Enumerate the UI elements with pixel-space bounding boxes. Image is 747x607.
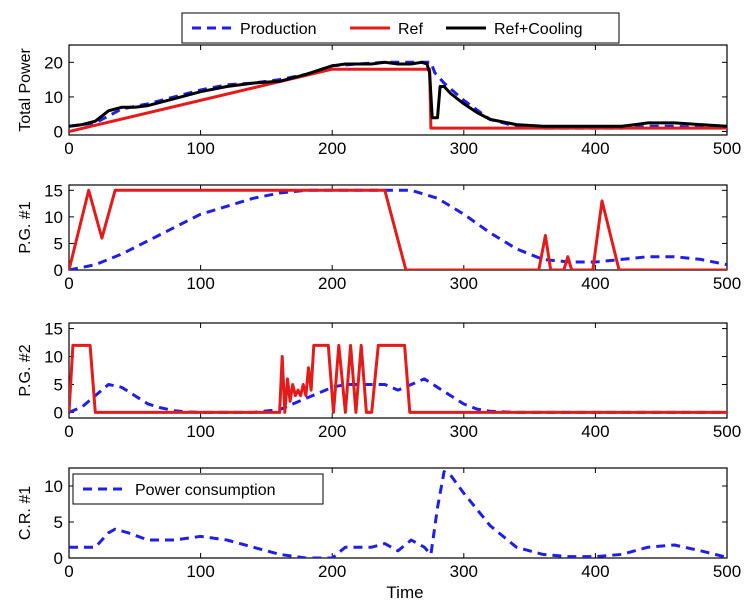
x-tick-label: 0 — [64, 274, 73, 293]
top-legend: Production Ref Ref+Cooling — [181, 12, 620, 44]
x-tick-label: 400 — [581, 562, 609, 581]
x-tick-label: 500 — [713, 422, 741, 441]
x-tick-label: 0 — [64, 562, 73, 581]
x-tick-label: 500 — [713, 274, 741, 293]
y-tick-label: 10 — [44, 348, 63, 367]
y-tick-label: 0 — [54, 123, 63, 142]
y-tick-label: 10 — [44, 208, 63, 227]
series-line-ref-cooling — [69, 60, 727, 128]
plot-legend: Power consumption — [72, 473, 324, 505]
y-axis-label: P.G. #1 — [17, 201, 34, 253]
y-tick-label: 0 — [54, 261, 63, 280]
y-tick-label: 0 — [54, 549, 63, 568]
legend-label: Ref+Cooling — [494, 21, 583, 38]
y-tick-label: 5 — [54, 375, 63, 394]
y-tick-label: 10 — [44, 477, 63, 496]
x-tick-label: 0 — [64, 422, 73, 441]
legend-label: Power consumption — [135, 482, 276, 499]
x-tick-label: 100 — [186, 562, 214, 581]
series-line-production — [69, 60, 727, 130]
x-tick-label: 100 — [186, 274, 214, 293]
x-tick-label: 300 — [450, 139, 478, 158]
y-tick-label: 15 — [44, 320, 63, 339]
x-tick-label: 300 — [450, 422, 478, 441]
x-tick-label: 100 — [186, 139, 214, 158]
legend-box — [181, 12, 620, 44]
x-tick-label: 400 — [581, 274, 609, 293]
subplot-4: 0 100 200 300 400 500 0 5 10 C.R. #1 Power consump… — [17, 467, 741, 581]
y-tick-label: 20 — [44, 53, 63, 72]
x-tick-label: 200 — [318, 562, 346, 581]
x-axis-label: Time — [386, 583, 423, 602]
series-line-ref — [69, 343, 727, 414]
y-tick-label: 10 — [44, 88, 63, 107]
y-axis-label: Total Power — [17, 48, 34, 132]
x-tick-label: 300 — [450, 274, 478, 293]
x-tick-label: 300 — [450, 562, 478, 581]
y-tick-label: 0 — [54, 403, 63, 422]
x-tick-label: 500 — [713, 139, 741, 158]
series-line-production — [69, 188, 727, 270]
subplot-1: 0 100 200 300 400 500 0 10 20 Total Power — [17, 44, 741, 158]
x-tick-label: 100 — [186, 422, 214, 441]
x-tick-label: 0 — [64, 139, 73, 158]
axes-box — [68, 44, 728, 136]
series-line-ref — [69, 188, 727, 270]
axes-box — [68, 467, 728, 559]
x-tick-label: 500 — [713, 562, 741, 581]
axes-box — [68, 184, 728, 271]
y-axis-label: P.G. #2 — [17, 344, 34, 396]
subplot-3: 0 100 200 300 400 500 0 5 10 15 P.G. #2 — [17, 320, 741, 441]
x-tick-label: 200 — [318, 274, 346, 293]
x-tick-label: 200 — [318, 422, 346, 441]
legend-label: Production — [240, 21, 317, 38]
series-line-production — [69, 377, 727, 414]
x-tick-label: 200 — [318, 139, 346, 158]
y-tick-label: 5 — [54, 513, 63, 532]
legend-label: Ref — [398, 21, 423, 38]
y-tick-label: 15 — [44, 181, 63, 200]
subplot-2: 0 100 200 300 400 500 0 5 10 15 P.G. #1 — [17, 181, 741, 293]
y-axis-label: C.R. #1 — [17, 486, 34, 540]
y-tick-label: 5 — [54, 234, 63, 253]
axes-box — [68, 322, 728, 419]
x-tick-label: 400 — [581, 139, 609, 158]
x-tick-label: 400 — [581, 422, 609, 441]
